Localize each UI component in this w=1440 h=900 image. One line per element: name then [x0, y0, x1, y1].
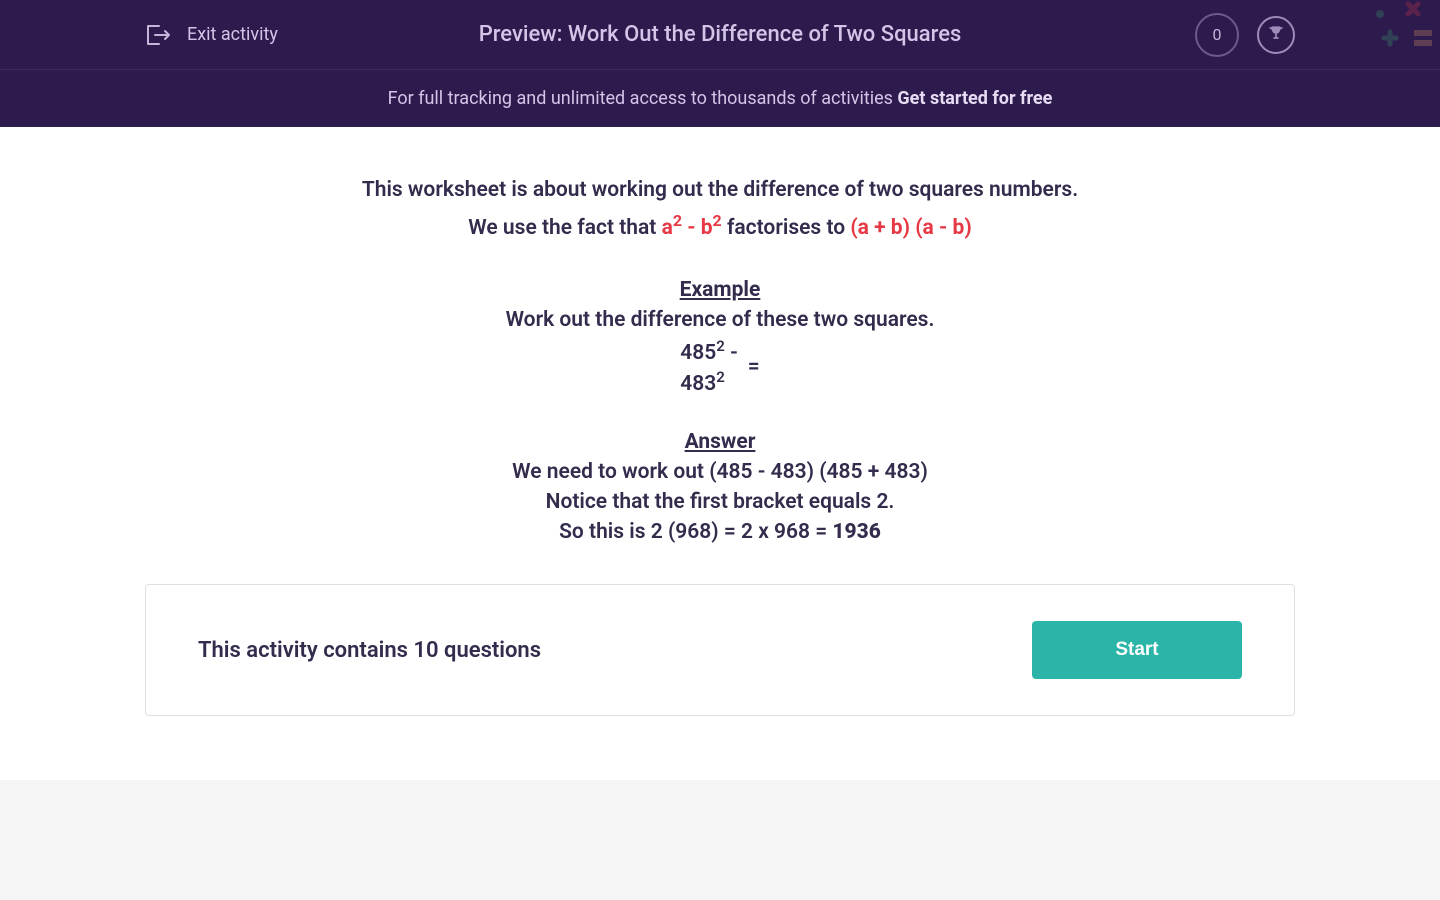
header-right-group: 0 — [1195, 13, 1295, 57]
header-bar: Exit activity Preview: Work Out the Diff… — [0, 0, 1440, 69]
answer-heading: Answer — [0, 430, 1440, 454]
math-expression-block: 4852 - 4832 = — [0, 336, 1440, 399]
math-num2: 483 — [680, 372, 716, 396]
intro-text: This worksheet is about working out the … — [0, 175, 1440, 207]
formula-minus-b: - b — [682, 216, 713, 240]
answer-result: 1936 — [832, 520, 880, 544]
math-sup1: 2 — [716, 337, 725, 355]
answer-line2: Notice that the first bracket equals 2. — [0, 490, 1440, 514]
formula-sup1: 2 — [673, 211, 682, 230]
answer-section: Answer We need to work out (485 - 483) (… — [0, 430, 1440, 544]
math-sup2: 2 — [716, 368, 725, 386]
answer-line3: So this is 2 (968) = 2 x 968 = 1936 — [0, 520, 1440, 544]
formula-result: (a + b) (a - b) — [850, 216, 971, 240]
example-heading: Example — [0, 278, 1440, 302]
math-equals: = — [748, 355, 760, 379]
trophy-icon — [1266, 23, 1286, 47]
get-started-link[interactable]: Get started for free — [897, 88, 1052, 109]
exit-icon — [145, 21, 173, 49]
math-minus: - — [725, 341, 738, 365]
formula-prefix: We use the fact that — [468, 216, 661, 240]
footer-spacer — [0, 780, 1440, 900]
start-button[interactable]: Start — [1032, 621, 1242, 679]
main-content: This worksheet is about working out the … — [0, 127, 1440, 716]
formula-middle: factorises to — [722, 216, 851, 240]
math-num1: 485 — [680, 341, 716, 365]
banner-prefix-text: For full tracking and unlimited access t… — [388, 88, 898, 109]
exit-activity-label: Exit activity — [187, 24, 278, 45]
exit-activity-button[interactable]: Exit activity — [145, 21, 278, 49]
score-counter: 0 — [1195, 13, 1239, 57]
formula-sup2: 2 — [713, 211, 722, 230]
corner-math-decoration — [1370, 0, 1440, 55]
activity-question-count: This activity contains 10 questions — [198, 638, 541, 663]
activity-box: This activity contains 10 questions Star… — [145, 584, 1295, 716]
example-text: Work out the difference of these two squ… — [0, 308, 1440, 332]
formula-expression: a2 - b2 — [662, 216, 722, 240]
page-title: Preview: Work Out the Difference of Two … — [479, 22, 962, 47]
answer-line3-prefix: So this is 2 (968) = 2 x 968 = — [559, 520, 832, 544]
formula-a: a — [662, 216, 673, 240]
promo-banner: For full tracking and unlimited access t… — [0, 69, 1440, 127]
answer-line1: We need to work out (485 - 483) (485 + 4… — [0, 460, 1440, 484]
math-stack: 4852 - 4832 — [680, 336, 738, 399]
trophy-button[interactable] — [1257, 16, 1295, 54]
math-line2: 4832 — [680, 367, 738, 398]
math-line1: 4852 - — [680, 336, 738, 367]
formula-line: We use the fact that a2 - b2 factorises … — [0, 211, 1440, 240]
